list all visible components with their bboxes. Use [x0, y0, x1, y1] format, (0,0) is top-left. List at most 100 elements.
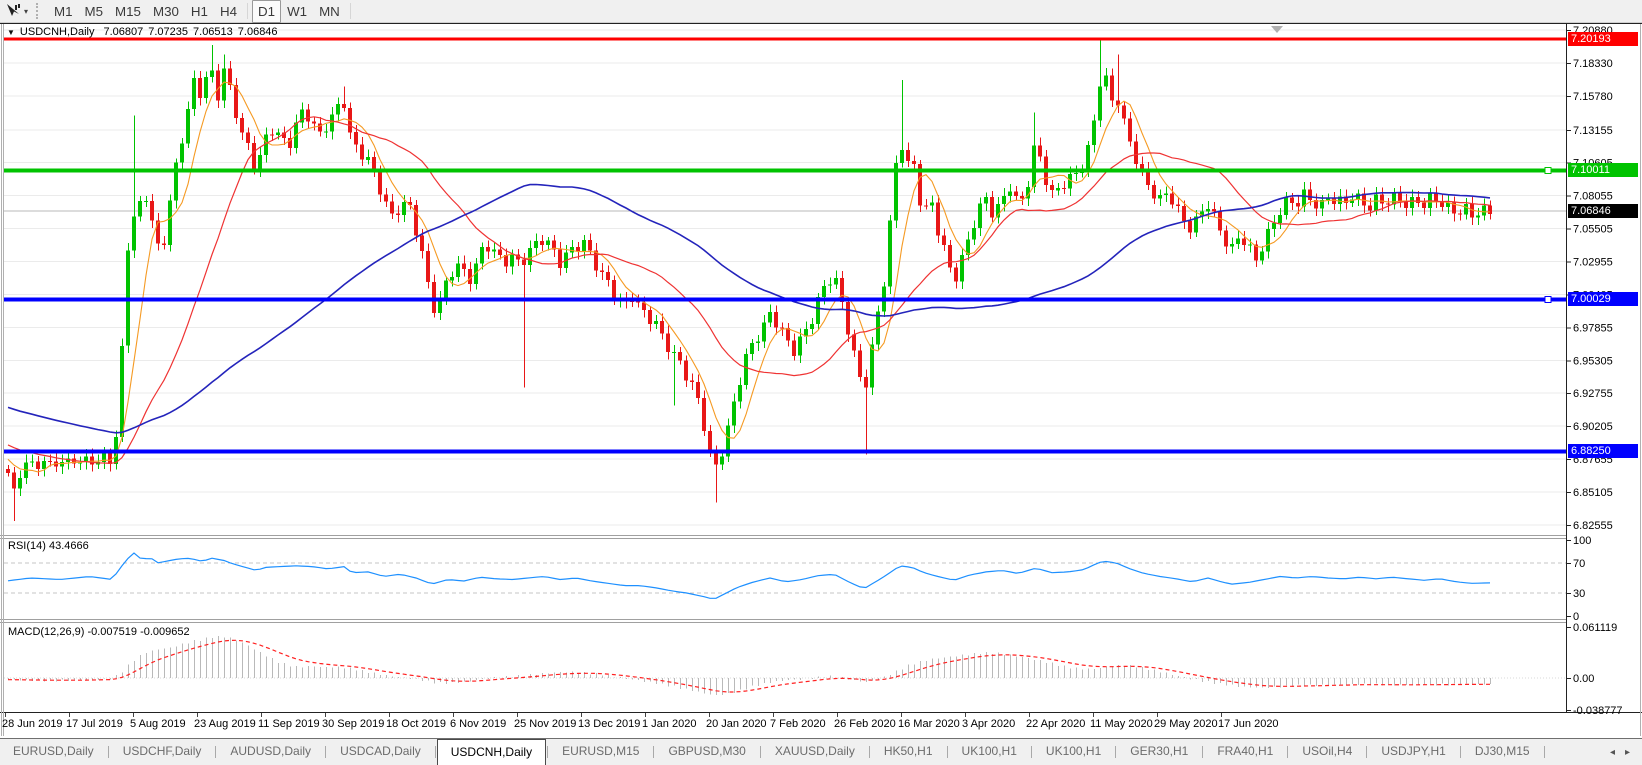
date-label: 5 Aug 2019 [130, 718, 186, 730]
chart-canvas[interactable]: 7.208807.183307.157807.131557.106057.080… [0, 0, 1642, 738]
tab-separator [946, 746, 948, 758]
date-label: 6 Nov 2019 [450, 718, 507, 730]
hline-6.88250[interactable] [4, 449, 1566, 454]
svg-text:-0.038777: -0.038777 [1573, 705, 1623, 717]
tab-separator [107, 746, 109, 758]
tab-separator [1459, 746, 1461, 758]
chart-title: ▼ USDCNH,Daily 7.06807 7.07235 7.06513 7… [7, 26, 278, 38]
timeframe-toolbar: ▾ M1 M5 M15 M30 H1 H4 D1 W1 MN [0, 0, 1642, 23]
svg-text:6.82555: 6.82555 [1573, 520, 1613, 532]
tab-usdjpy-h1[interactable]: USDJPY,H1 [1381, 744, 1446, 758]
tab-separator [1287, 746, 1289, 758]
svg-text:6.85105: 6.85105 [1573, 487, 1613, 499]
date-label: 22 Apr 2020 [1026, 718, 1086, 730]
price-tag-7.20193: 7.20193 [1568, 32, 1638, 46]
price-tag-6.88250: 6.88250 [1568, 444, 1638, 458]
tab-separator [653, 746, 655, 758]
hline-handle[interactable] [1544, 295, 1552, 303]
tab-fra40-h1[interactable]: FRA40,H1 [1217, 744, 1274, 758]
price-tag-7.10011: 7.10011 [1568, 163, 1638, 177]
tab-separator [1030, 746, 1032, 758]
macd-label: MACD(12,26,9) -0.007519 -0.009652 [8, 626, 190, 638]
date-label: 29 May 2020 [1154, 718, 1218, 730]
date-label: 23 Aug 2019 [194, 718, 256, 730]
timeframe-button-m30[interactable]: M30 [147, 0, 185, 23]
tabs-scroll-right-icon[interactable]: ▸ [1624, 746, 1630, 758]
ma-mid-line [7, 116, 1491, 465]
timeframe-button-h4[interactable]: H4 [214, 0, 243, 23]
svg-text:0.00: 0.00 [1573, 673, 1594, 685]
hline-7.00029[interactable] [4, 297, 1566, 302]
tab-eurusd-daily[interactable]: EURUSD,Daily [13, 744, 94, 758]
date-label: 1 Jan 2020 [642, 718, 697, 730]
date-label: 17 Jul 2019 [66, 718, 123, 730]
tab-uk100-h1[interactable]: UK100,H1 [961, 744, 1017, 758]
date-label: 16 Mar 2020 [898, 718, 960, 730]
tab-uk100-h1[interactable]: UK100,H1 [1045, 744, 1102, 758]
tab-separator [434, 746, 436, 758]
ohlc-low: 7.06513 [193, 26, 233, 38]
ma-fast-line [7, 81, 1491, 473]
ma-slow-line [7, 183, 1491, 434]
svg-text:0: 0 [1573, 611, 1579, 623]
date-label: 26 Feb 2020 [834, 718, 896, 730]
tab-usdcad-daily[interactable]: USDCAD,Daily [340, 744, 421, 758]
tab-audusd-daily[interactable]: AUDUSD,Daily [230, 744, 312, 758]
chart-cursor-icon[interactable] [4, 3, 22, 19]
price-tag-7.00029: 7.00029 [1568, 292, 1638, 306]
toolbar-grip [36, 3, 39, 19]
tabs-scroll-left-icon[interactable]: ◂ [1609, 746, 1615, 758]
svg-text:6.92755: 6.92755 [1573, 388, 1613, 400]
hline-7.10011[interactable] [4, 168, 1566, 173]
tab-hk50-h1[interactable]: HK50,H1 [883, 744, 933, 758]
tab-gbpusd-m30[interactable]: GBPUSD,M30 [668, 744, 746, 758]
timeframe-button-h1[interactable]: H1 [185, 0, 214, 23]
date-label: 18 Oct 2019 [386, 718, 446, 730]
tab-separator [759, 746, 761, 758]
dropdown-caret-icon[interactable]: ▾ [24, 6, 29, 16]
svg-text:0.061119: 0.061119 [1573, 622, 1617, 634]
tab-separator [1202, 746, 1204, 758]
toolbar-separator [247, 3, 249, 19]
candles-layer [6, 38, 1492, 522]
tab-separator [1543, 746, 1545, 758]
macd-signal-line [8, 639, 1490, 693]
timeframe-button-m5[interactable]: M5 [79, 0, 110, 23]
timeframe-button-w1[interactable]: W1 [281, 0, 313, 23]
tab-separator [1115, 746, 1117, 758]
date-label: 30 Sep 2019 [322, 718, 385, 730]
timeframe-button-m15[interactable]: M15 [109, 0, 147, 23]
tab-usdcnh-daily[interactable]: USDCNH,Daily [436, 739, 547, 765]
tab-ger30-h1[interactable]: GER30,H1 [1130, 744, 1189, 758]
svg-text:7.08055: 7.08055 [1573, 191, 1613, 203]
date-label: 13 Dec 2019 [578, 718, 641, 730]
hline-handle[interactable] [1544, 166, 1552, 174]
tab-dj30-m15[interactable]: DJ30,M15 [1474, 744, 1530, 758]
svg-text:70: 70 [1573, 558, 1585, 570]
ohlc-open: 7.06807 [103, 26, 144, 38]
tab-eurusd-m15[interactable]: EURUSD,M15 [562, 744, 640, 758]
svg-text:7.05505: 7.05505 [1573, 224, 1613, 236]
tab-xauusd-daily[interactable]: XAUUSD,Daily [774, 744, 855, 758]
timeframe-button-d1[interactable]: D1 [252, 0, 282, 23]
hline-7.20193[interactable] [4, 37, 1566, 41]
tab-separator [1366, 746, 1368, 758]
date-label: 28 Jun 2019 [2, 718, 63, 730]
rsi-line [7, 552, 1491, 599]
tab-separator [215, 746, 217, 758]
ohlc-high: 7.07235 [148, 26, 189, 38]
date-label: 20 Jan 2020 [706, 718, 767, 730]
tab-usoil-h4[interactable]: USOil,H4 [1302, 744, 1353, 758]
tab-separator [868, 746, 870, 758]
ohlc-close: 7.06846 [237, 26, 278, 38]
timeframe-button-mn[interactable]: MN [313, 0, 346, 23]
timeframe-button-m1[interactable]: M1 [48, 0, 79, 23]
svg-text:6.97855: 6.97855 [1573, 322, 1613, 334]
tab-usdchf-daily[interactable]: USDCHF,Daily [122, 744, 202, 758]
macd-histogram [8, 635, 1491, 696]
collapse-arrow-icon[interactable]: ▼ [7, 27, 15, 37]
svg-text:7.18330: 7.18330 [1573, 58, 1613, 70]
date-label: 3 Apr 2020 [962, 718, 1016, 730]
